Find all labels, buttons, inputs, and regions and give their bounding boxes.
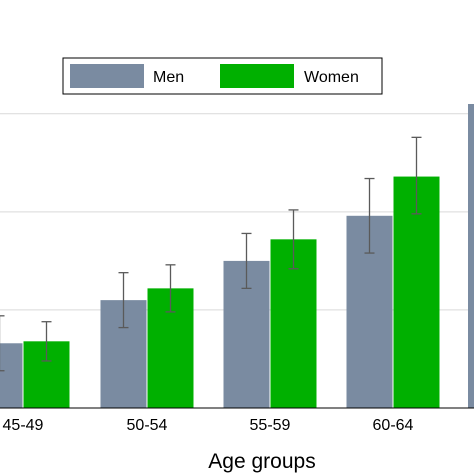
legend-swatch-men <box>70 64 144 88</box>
error-bar-women-45-49 <box>41 321 52 362</box>
legend-swatch-women <box>220 64 294 88</box>
legend: Men Women <box>62 57 383 95</box>
x-tick-label: 50-54 <box>127 417 168 434</box>
error-bar-women-55-59 <box>288 209 299 270</box>
error-bar-men-55-59 <box>241 232 252 290</box>
error-bar-men-50-54 <box>118 272 129 329</box>
error-bar-women-60-64 <box>411 136 422 215</box>
error-bars <box>0 136 422 372</box>
error-bar-men-45-49 <box>0 315 5 372</box>
bar-partial-next-group <box>468 104 474 408</box>
bar-men-45-49 <box>0 343 23 408</box>
error-bar-men-60-64 <box>364 177 375 254</box>
x-axis-title: Age groups <box>208 450 315 473</box>
x-tick-label: 60-64 <box>373 417 414 434</box>
legend-label-men: Men <box>153 69 184 86</box>
x-tick-label: 55-59 <box>250 417 291 434</box>
bars <box>0 104 474 408</box>
x-tick-label: 45-49 <box>3 417 44 434</box>
x-tick-labels: 45-49 50-54 55-59 60-64 <box>3 417 414 434</box>
bar-women-60-64 <box>393 176 440 408</box>
error-bar-women-50-54 <box>165 264 176 313</box>
legend-label-women: Women <box>304 69 359 86</box>
